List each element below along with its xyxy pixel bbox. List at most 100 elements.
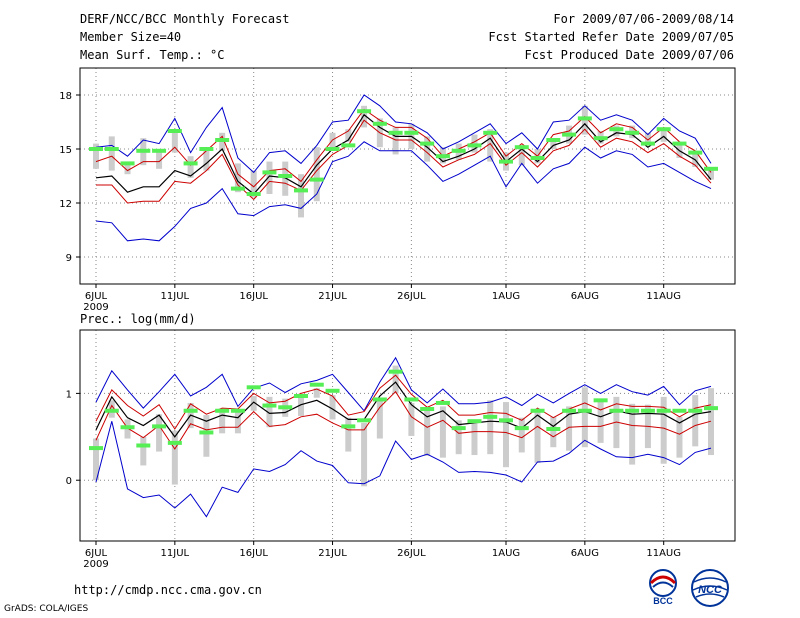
- panel2-observed-mark: [483, 414, 498, 419]
- panel1-observed-mark: [357, 109, 372, 114]
- panel2-observed-mark: [688, 408, 703, 413]
- panel1-xtick-label: 21JUL: [318, 291, 347, 302]
- panel2-range-bar: [550, 416, 557, 448]
- panel2-mean-line: [95, 381, 712, 438]
- panel2-xtick-label: 11AUG: [646, 548, 681, 559]
- panel1-observed-mark: [309, 177, 324, 182]
- panel2-range-bar: [203, 415, 210, 457]
- panel1-observed-mark: [404, 130, 419, 135]
- ncc-logo: NCC: [691, 569, 729, 607]
- member-size: Member Size=40: [80, 30, 182, 44]
- panel2-observed-mark: [435, 400, 450, 405]
- panel1-observed-mark: [230, 186, 245, 191]
- panel2-observed-mark: [656, 408, 671, 413]
- panel2-min-line: [95, 421, 712, 518]
- panel1-ytick-label: 9: [66, 253, 72, 264]
- panel2-observed-mark: [514, 426, 529, 431]
- bcc-logo: BCC: [649, 569, 677, 606]
- panel1-lower-line: [96, 119, 712, 204]
- panel1-observed-mark: [546, 138, 561, 142]
- panel1-xtick-label: 11JUL: [161, 291, 190, 302]
- panel1-ytick-label: 12: [59, 199, 72, 210]
- panel2-observed-mark: [215, 408, 230, 413]
- panel1-observed-mark: [514, 145, 529, 150]
- panel1-xtick-label: 6AUG: [571, 291, 599, 302]
- panel1-observed-mark: [104, 147, 119, 151]
- panel1-range-bar: [187, 156, 194, 178]
- panel1-ytick-label: 15: [59, 145, 72, 156]
- panel1-range-bar: [361, 105, 368, 128]
- panel1-observed-mark: [246, 192, 261, 196]
- panel1-range-bar: [518, 145, 525, 166]
- panel1-observed-mark: [467, 143, 482, 148]
- panel2-observed-mark: [672, 408, 687, 413]
- variable-label: Mean Surf. Temp.: °C: [80, 48, 225, 62]
- panel1-range-bar: [282, 161, 289, 196]
- panel2-observed-mark: [420, 407, 435, 412]
- panel2-ytick-label: 1: [66, 389, 72, 400]
- panel2-range-bar: [361, 422, 368, 487]
- panel2-observed-mark: [562, 408, 577, 413]
- forecast-start-date: Fcst Started Refer Date 2009/07/05: [488, 30, 734, 44]
- panel2-observed-mark: [246, 385, 261, 390]
- panel1-observed-mark: [388, 130, 403, 135]
- panel1-observed-mark: [625, 130, 640, 135]
- panel1-max-line: [95, 94, 712, 174]
- panel1-observed-mark: [688, 150, 703, 155]
- panel2-range-bar: [566, 406, 573, 451]
- panel2-range-bar: [487, 400, 494, 455]
- panel2-observed-mark: [136, 443, 151, 448]
- panel2-range-bar: [676, 416, 683, 458]
- panel1-observed-mark: [262, 170, 277, 175]
- panel1-xtick-label: 26JUL: [397, 291, 426, 302]
- panel2-range-bar: [581, 387, 588, 448]
- panel2-range-bar: [503, 402, 509, 468]
- panel2-range-bar: [140, 436, 147, 466]
- source-url[interactable]: http://cmdp.ncc.cma.gov.cn: [74, 583, 262, 597]
- panel2-observed-mark: [262, 403, 277, 408]
- panel2-observed-mark: [451, 426, 466, 431]
- panel1-observed-mark: [89, 147, 103, 151]
- panel2-frame: [79, 329, 736, 542]
- precip-panel-title: Prec.: log(mm/d): [80, 312, 196, 326]
- panel1-observed-mark: [577, 116, 592, 121]
- panel2-observed-mark: [199, 430, 214, 435]
- panel2-range-bar: [455, 420, 462, 455]
- panel2-observed-mark: [357, 418, 372, 423]
- panel2-ytick-label: 0: [66, 476, 72, 487]
- panel1-observed-mark: [562, 132, 577, 137]
- panel1-observed-mark: [136, 148, 151, 153]
- panel2-range-bar: [629, 403, 636, 465]
- panel1-range-bar: [250, 170, 257, 198]
- panel1-range-bar: [234, 163, 241, 193]
- panel1-observed-mark: [120, 161, 135, 166]
- panel1-observed-mark: [215, 138, 230, 142]
- panel2-xtick-label: 26JUL: [397, 548, 426, 559]
- panel1-range-bar: [171, 129, 178, 153]
- bcc-logo-text: BCC: [653, 596, 673, 606]
- panel2-range-bar: [692, 395, 699, 447]
- panel1-range-bar: [392, 127, 399, 155]
- panel1-observed-mark: [183, 161, 198, 166]
- panel2-range-bar: [219, 409, 226, 434]
- panel2-xtick-label: 21JUL: [318, 548, 347, 559]
- forecast-period: For 2009/07/06-2009/08/14: [553, 12, 734, 26]
- panel2-range-bar: [660, 396, 667, 464]
- ncc-logo-text: NCC: [698, 584, 723, 596]
- panel2-observed-mark: [372, 397, 387, 402]
- panel2-observed-mark: [104, 408, 119, 413]
- panel2-observed-mark: [388, 369, 403, 374]
- panel1-observed-mark: [152, 148, 167, 153]
- panel2-range-bar: [171, 430, 178, 485]
- panel1-range-bar: [708, 167, 714, 180]
- panel1-range-bar: [487, 129, 494, 162]
- panel1-observed-mark: [420, 141, 435, 146]
- panel2-lower-line: [95, 390, 712, 450]
- panel2-range-bar: [298, 395, 304, 416]
- panel1-observed-mark: [672, 141, 687, 146]
- panel2-range-bar: [597, 400, 604, 443]
- panel2-year-label: 2009: [83, 559, 108, 570]
- panel1-range-bar: [345, 129, 352, 142]
- panel2-range-bar: [534, 409, 541, 463]
